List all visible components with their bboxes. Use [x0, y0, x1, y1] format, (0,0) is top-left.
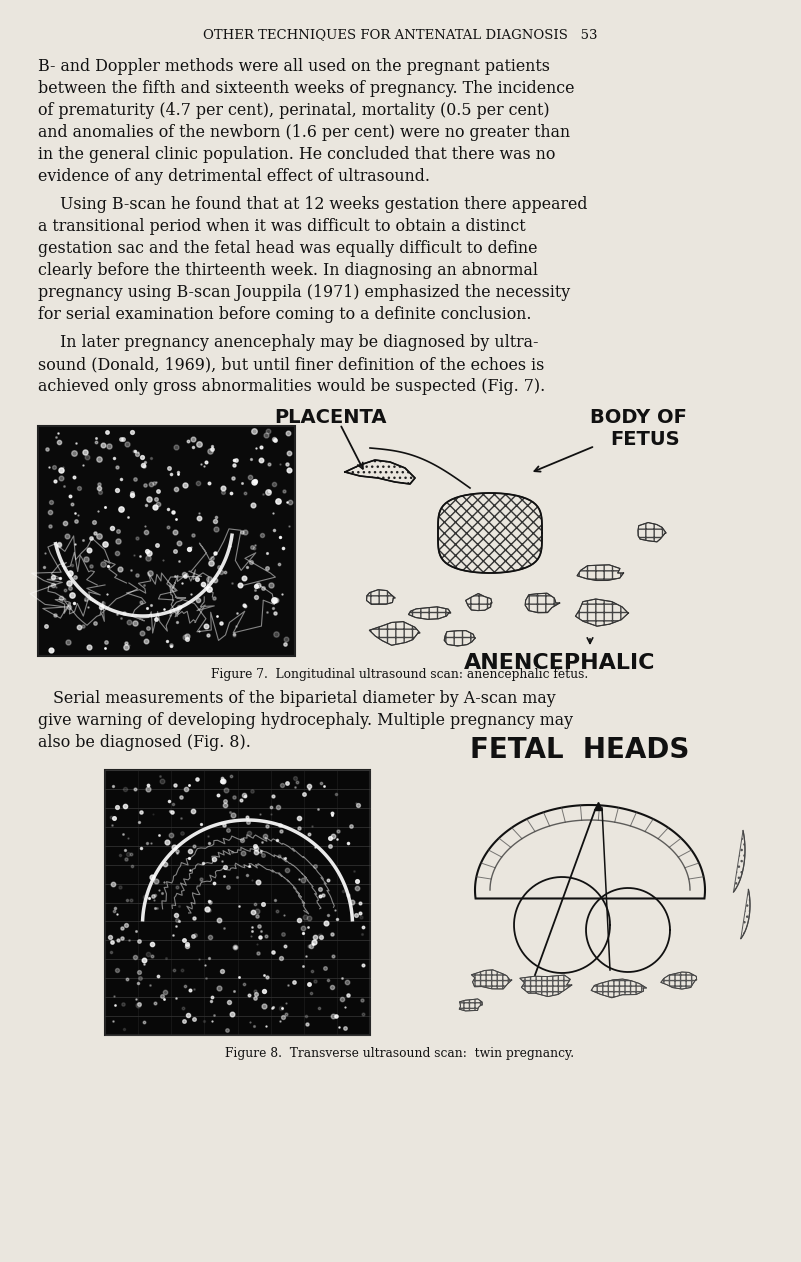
Text: Figure 7.  Longitudinal ultrasound scan: anencephalic fetus.: Figure 7. Longitudinal ultrasound scan: … [211, 668, 589, 681]
Text: ANENCEPHALIC: ANENCEPHALIC [465, 652, 656, 673]
Text: a transitional period when it was difficult to obtain a distinct: a transitional period when it was diffic… [38, 218, 525, 235]
Text: also be diagnosed (Fig. 8).: also be diagnosed (Fig. 8). [38, 734, 251, 751]
Text: OTHER TECHNIQUES FOR ANTENATAL DIAGNOSIS   53: OTHER TECHNIQUES FOR ANTENATAL DIAGNOSIS… [203, 28, 598, 40]
Text: Using B-scan he found that at 12 weeks gestation there appeared: Using B-scan he found that at 12 weeks g… [60, 196, 587, 213]
Text: give warning of developing hydrocephaly. Multiple pregnancy may: give warning of developing hydrocephaly.… [38, 712, 574, 729]
Text: and anomalies of the newborn (1.6 per cent) were no greater than: and anomalies of the newborn (1.6 per ce… [38, 124, 570, 141]
Text: B- and Doppler methods were all used on the pregnant patients: B- and Doppler methods were all used on … [38, 58, 550, 74]
Text: between the fifth and sixteenth weeks of pregnancy. The incidence: between the fifth and sixteenth weeks of… [38, 80, 574, 97]
Bar [105, 770, 370, 1035]
Text: Serial measurements of the biparietal diameter by A-scan may: Serial measurements of the biparietal di… [38, 690, 556, 707]
Text: achieved only gross abnormalities would be suspected (Fig. 7).: achieved only gross abnormalities would … [38, 379, 545, 395]
Text: sound (Donald, 1969), but until finer definition of the echoes is: sound (Donald, 1969), but until finer de… [38, 356, 545, 374]
Text: evidence of any detrimental effect of ultrasound.: evidence of any detrimental effect of ul… [38, 168, 430, 186]
Text: FETAL  HEADS: FETAL HEADS [470, 736, 690, 764]
Text: BODY OF: BODY OF [590, 408, 687, 427]
Text: of prematurity (4.7 per cent), perinatal, mortality (0.5 per cent): of prematurity (4.7 per cent), perinatal… [38, 102, 549, 119]
Text: gestation sac and the fetal head was equally difficult to define: gestation sac and the fetal head was equ… [38, 240, 537, 257]
Text: Figure 8.  Transverse ultrasound scan:  twin pregnancy.: Figure 8. Transverse ultrasound scan: tw… [225, 1047, 574, 1060]
Text: clearly before the thirteenth week. In diagnosing an abnormal: clearly before the thirteenth week. In d… [38, 262, 538, 279]
Text: PLACENTA: PLACENTA [274, 408, 386, 427]
Text: FETUS: FETUS [610, 430, 679, 449]
Text: In later pregnancy anencephaly may be diagnosed by ultra-: In later pregnancy anencephaly may be di… [60, 334, 538, 351]
Text: in the general clinic population. He concluded that there was no: in the general clinic population. He con… [38, 146, 555, 163]
Bar [38, 427, 295, 656]
Text: for serial examination before coming to a definite conclusion.: for serial examination before coming to … [38, 305, 532, 323]
Text: pregnancy using B-scan Jouppila (1971) emphasized the necessity: pregnancy using B-scan Jouppila (1971) e… [38, 284, 570, 302]
